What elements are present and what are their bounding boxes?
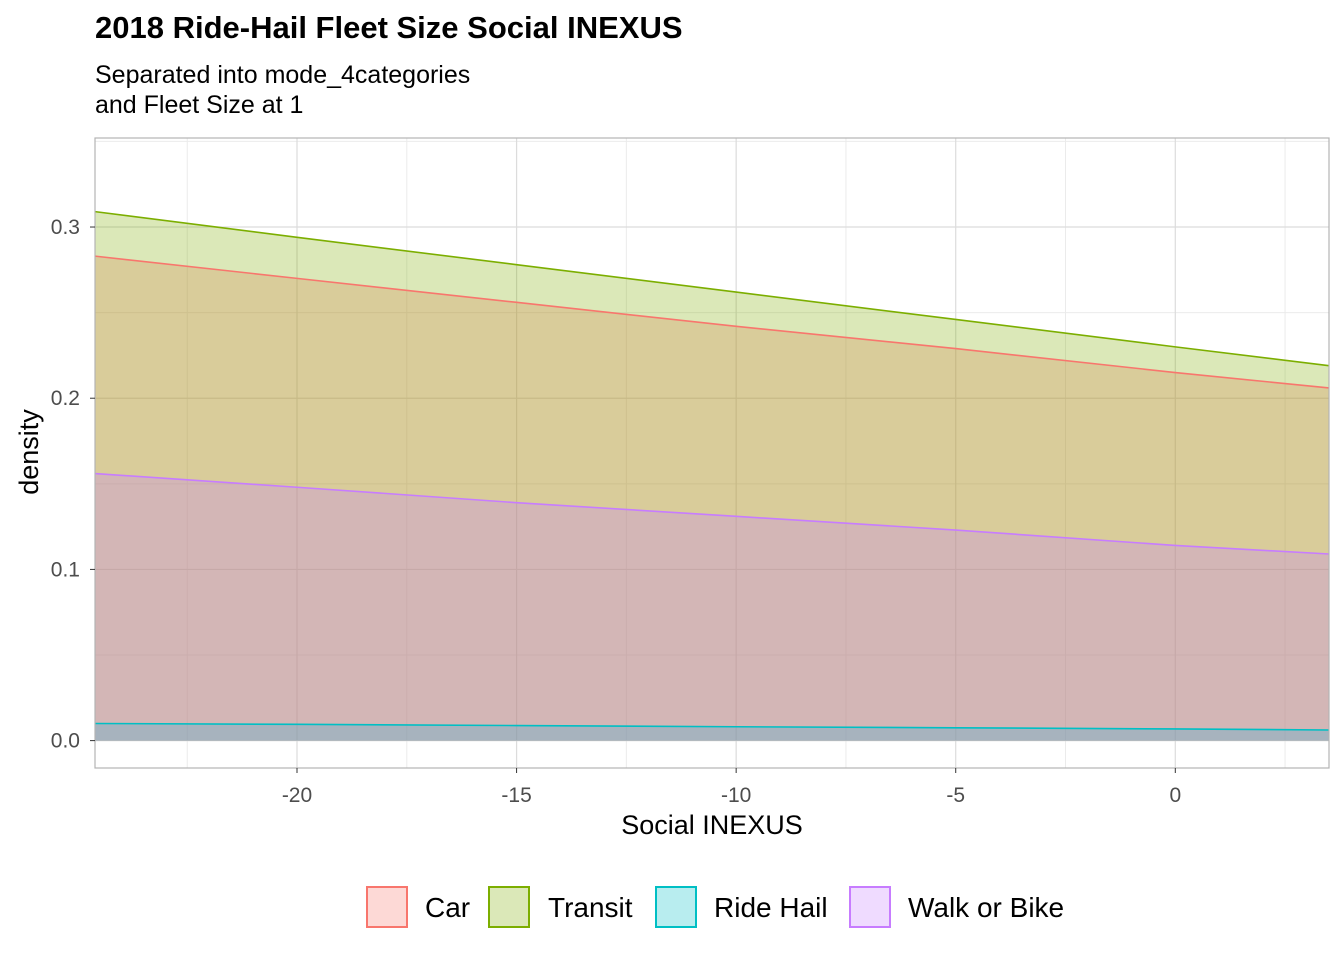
area-walk-or-bike [95,473,1329,741]
grid-layer [95,138,1329,768]
legend: Car Transit Ride Hail Walk or Bike [0,880,1344,938]
y-tick-label: 0.3 [51,216,80,239]
line-ride-hail [94,722,1330,731]
tick-layer: -20 -15 -10 -5 0 0.0 0.1 0.2 0.3 [51,216,1181,807]
chart-subtitle-line-1: Separated into mode_4categories [95,61,471,89]
line-layer [94,210,1330,731]
legend-key-walk-or-bike [849,886,891,928]
line-transit [94,210,1330,367]
y-tick-label: 0.2 [51,387,80,410]
legend-key-car [366,886,408,928]
x-tick-label: -10 [721,784,751,807]
x-tick-label: 0 [1169,784,1181,807]
legend-label-walk-or-bike: Walk or Bike [908,892,1065,923]
line-walk-or-bike [94,472,1330,555]
legend-label-ride-hail: Ride Hail [714,892,828,923]
legend-key-transit [488,886,530,928]
x-tick-label: -5 [946,784,965,807]
y-tick-label: 0.1 [51,558,80,581]
density-chart: -20 -15 -10 -5 0 0.0 0.1 0.2 0.3 Social INEXUS d… [14,137,1330,840]
area-transit [95,211,1329,741]
x-tick-label: -20 [282,784,312,807]
chart-subtitle-line-2: and Fleet Size at 1 [95,91,304,119]
y-tick-label: 0.0 [51,730,80,753]
y-axis-label: density [14,409,44,495]
x-axis-label: Social INEXUS [621,810,803,840]
area-car [95,256,1329,741]
area-layer [95,211,1329,741]
x-tick-label: -15 [501,784,531,807]
chart-title: 2018 Ride-Hail Fleet Size Social INEXUS [95,10,683,45]
legend-key-ride-hail [655,886,697,928]
panel-border [94,137,1330,769]
legend-label-transit: Transit [548,892,633,923]
legend-label-car: Car [425,892,471,923]
line-car [94,255,1330,389]
area-ride-hail [95,723,1329,741]
